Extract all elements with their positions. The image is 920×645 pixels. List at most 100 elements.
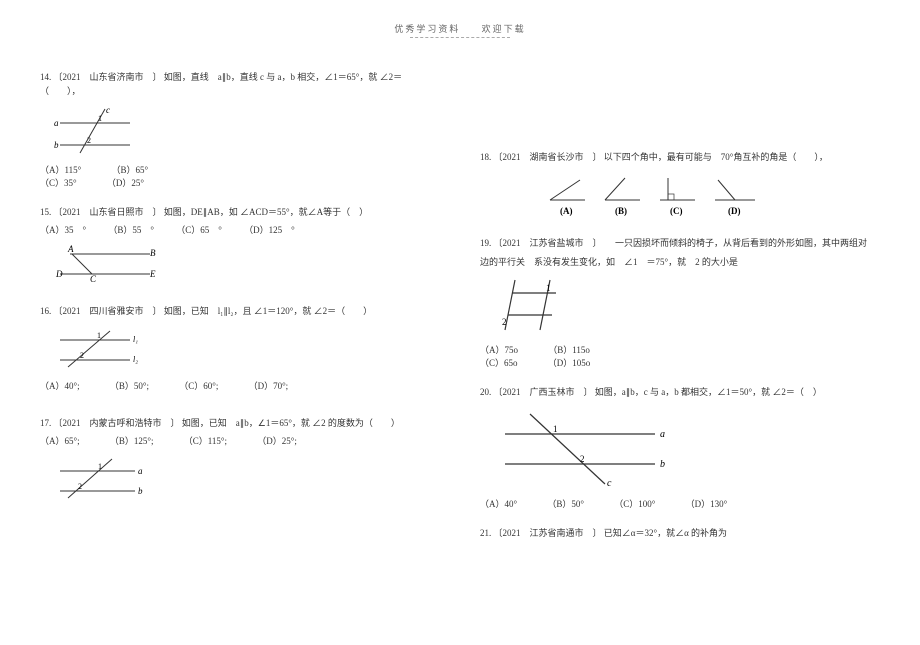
q18-text: 18. 〔2021 湖南省长沙市 〕 以下四个角中，最有可能与 70°角互补的角… xyxy=(480,150,880,164)
q16-optB: （B）50°; xyxy=(110,379,149,392)
q19-optB: （B）115o xyxy=(548,343,590,356)
svg-text:(D): (D) xyxy=(728,206,741,216)
q19-diagram: 1 2 xyxy=(490,275,880,337)
q15-options: （A）35 ° （B）55 ° （C）65 ° （D）125 ° xyxy=(40,223,440,236)
svg-text:E: E xyxy=(149,269,156,279)
right-column: 18. 〔2021 湖南省长沙市 〕 以下四个角中，最有可能与 70°角互补的角… xyxy=(480,150,880,556)
svg-text:(C): (C) xyxy=(670,206,683,216)
q17-optC: （C）115°; xyxy=(184,434,227,447)
q14-optA: （A）115° xyxy=(40,163,81,176)
q20-num: 20. xyxy=(480,387,491,397)
q17-body: 如图，已知 a∥b，∠1＝65°，就 ∠2 的度数为（ ） xyxy=(182,418,400,428)
q20-src: 〔2021 广西玉林市 〕 xyxy=(494,387,593,397)
q14-text: 14. 〔2021 山东省济南市 〕 如图，直线 a∥b，直线 c 与 a，b … xyxy=(40,70,440,99)
q15: 15. 〔2021 山东省日照市 〕 如图，DE∥AB，如 ∠ACD＝55°，就… xyxy=(40,205,440,284)
q19-options: （A）75o （B）115o （C）65o （D）105o xyxy=(480,343,880,369)
svg-text:b: b xyxy=(660,459,665,470)
svg-text:l₁: l₁ xyxy=(133,335,138,344)
svg-text:A: A xyxy=(67,244,74,254)
q14-options: （A）115° （B）65° （C）35° （D）25° xyxy=(40,163,440,189)
q20-diagram: a b c 1 2 xyxy=(490,406,880,491)
q15-optB: （B）55 ° xyxy=(108,223,154,236)
svg-text:c: c xyxy=(106,105,110,115)
svg-text:1: 1 xyxy=(553,424,558,434)
q18-body: 以下四个角中，最有可能与 70°角互补的角是（ ）， xyxy=(604,152,828,162)
q21-src: 〔2021 江苏省南通市 〕 xyxy=(494,528,602,538)
q19-src: 〔2021 江苏省盐城市 〕 xyxy=(494,238,602,248)
q16-optD: （D）70°; xyxy=(249,379,289,392)
q19-num: 19. xyxy=(480,238,491,248)
q15-optC: （C）65 ° xyxy=(176,223,222,236)
svg-text:B: B xyxy=(150,248,156,258)
q20: 20. 〔2021 广西玉林市 〕 如图，a∥b，c 与 a，b 都相交，∠1＝… xyxy=(480,385,880,509)
q17-optA: （A）65°; xyxy=(40,434,80,447)
q14-src: 〔2021 山东省济南市 〕 xyxy=(54,72,162,82)
q16-body: 如图，已知 l₁∥l₂，且 ∠1＝120°，就 ∠2＝（ ） xyxy=(164,306,372,316)
svg-text:(A): (A) xyxy=(560,206,573,216)
q16-options: （A）40°; （B）50°; （C）60°; （D）70°; xyxy=(40,379,440,392)
q19-text2: 边的平行关 系没有发生变化，如 ∠1 ＝75°，就 2 的大小是 xyxy=(480,255,880,269)
svg-text:1: 1 xyxy=(97,331,101,340)
q19: 19. 〔2021 江苏省盐城市 〕 一只因损坏而倾斜的椅子，从背后看到的外形如… xyxy=(480,236,880,369)
q17-diagram: a b 1 2 xyxy=(50,453,440,503)
q18-src: 〔2021 湖南省长沙市 〕 xyxy=(494,152,602,162)
q15-optA: （A）35 ° xyxy=(40,223,86,236)
svg-text:2: 2 xyxy=(502,317,507,327)
q17-src: 〔2021 内蒙古呼和浩特市 〕 xyxy=(54,418,180,428)
q19-optA: （A）75o xyxy=(480,343,518,356)
q21-num: 21. xyxy=(480,528,491,538)
q19-optC: （C）65o xyxy=(480,356,518,369)
q16-num: 16. xyxy=(40,306,51,316)
svg-text:a: a xyxy=(660,429,665,440)
q17-num: 17. xyxy=(40,418,51,428)
q20-optA: （A）40° xyxy=(480,497,517,510)
svg-text:C: C xyxy=(90,274,97,284)
q15-body: 如图，DE∥AB，如 ∠ACD＝55°，就∠A等于（ ） xyxy=(164,207,368,217)
q19-body1: 一只因损坏而倾斜的椅子，从背后看到的外形如图，其中两组对 xyxy=(615,238,867,248)
q18-num: 18. xyxy=(480,152,491,162)
q14-optD: （D）25° xyxy=(107,176,144,189)
header-underline xyxy=(410,37,510,38)
q15-diagram: A B D C E xyxy=(50,242,440,284)
svg-text:a: a xyxy=(54,118,59,128)
svg-text:1: 1 xyxy=(546,283,551,293)
q17-optD: （D）25°; xyxy=(257,434,297,447)
q19-optD: （D）105o xyxy=(548,356,591,369)
q16-text: 16. 〔2021 四川省雅安市 〕 如图，已知 l₁∥l₂，且 ∠1＝120°… xyxy=(40,304,440,318)
q17-optB: （B）125°; xyxy=(110,434,154,447)
q21-body: 已知∠α＝32°，就∠α 的补角为 xyxy=(604,528,727,538)
svg-text:c: c xyxy=(607,478,612,489)
q15-text: 15. 〔2021 山东省日照市 〕 如图，DE∥AB，如 ∠ACD＝55°，就… xyxy=(40,205,440,219)
svg-text:a: a xyxy=(138,466,143,476)
page-header: 优秀学习资料 欢迎下载 xyxy=(0,22,920,38)
q15-num: 15. xyxy=(40,207,51,217)
header-right: 欢迎下载 xyxy=(482,24,526,34)
q21-text: 21. 〔2021 江苏省南通市 〕 已知∠α＝32°，就∠α 的补角为 xyxy=(480,526,880,540)
q16-optA: （A）40°; xyxy=(40,379,80,392)
q18-diagram: (A) (B) (C) (D) xyxy=(540,170,880,220)
svg-text:b: b xyxy=(138,486,143,496)
q14-optB: （B）65° xyxy=(112,163,149,176)
q16: 16. 〔2021 四川省雅安市 〕 如图，已知 l₁∥l₂，且 ∠1＝120°… xyxy=(40,304,440,391)
q20-optC: （C）100° xyxy=(614,497,655,510)
svg-text:2: 2 xyxy=(87,136,91,145)
q17-options: （A）65°; （B）125°; （C）115°; （D）25°; xyxy=(40,434,440,447)
q21: 21. 〔2021 江苏省南通市 〕 已知∠α＝32°，就∠α 的补角为 xyxy=(480,526,880,540)
svg-text:1: 1 xyxy=(98,114,102,123)
q14: 14. 〔2021 山东省济南市 〕 如图，直线 a∥b，直线 c 与 a，b … xyxy=(40,70,440,189)
q16-diagram: l₁ l₂ 1 2 xyxy=(50,325,440,373)
left-column: 14. 〔2021 山东省济南市 〕 如图，直线 a∥b，直线 c 与 a，b … xyxy=(40,70,440,519)
q20-optD: （D）130° xyxy=(686,497,728,510)
q20-options: （A）40° （B）50° （C）100° （D）130° xyxy=(480,497,880,510)
q17: 17. 〔2021 内蒙古呼和浩特市 〕 如图，已知 a∥b，∠1＝65°，就 … xyxy=(40,416,440,503)
q18: 18. 〔2021 湖南省长沙市 〕 以下四个角中，最有可能与 70°角互补的角… xyxy=(480,150,880,220)
svg-text:2: 2 xyxy=(80,351,84,360)
header-left: 优秀学习资料 xyxy=(394,24,460,34)
q14-optC: （C）35° xyxy=(40,176,77,189)
svg-text:2: 2 xyxy=(580,454,585,464)
svg-text:(B): (B) xyxy=(615,206,627,216)
q14-diagram: a b c 1 2 xyxy=(50,105,440,157)
svg-text:2: 2 xyxy=(78,482,82,491)
svg-text:l₂: l₂ xyxy=(133,355,138,364)
q20-text: 20. 〔2021 广西玉林市 〕 如图，a∥b，c 与 a，b 都相交，∠1＝… xyxy=(480,385,880,399)
